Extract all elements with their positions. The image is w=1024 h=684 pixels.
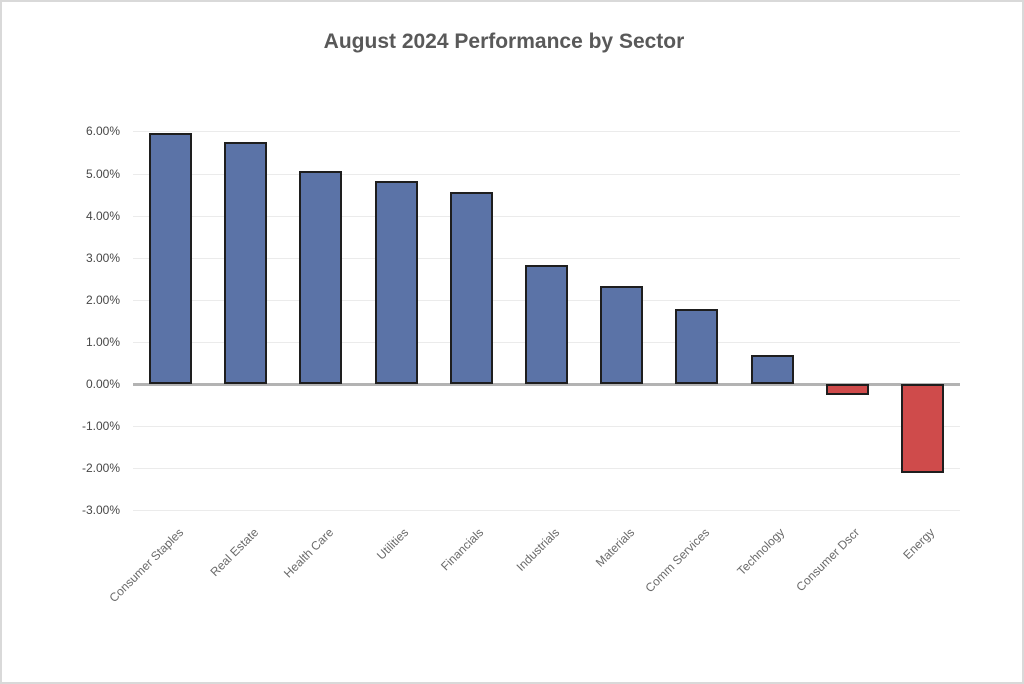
category-label: Consumer Staples (106, 525, 186, 605)
bar-industrials (525, 265, 568, 384)
y-axis-tick-label: 4.00% (85, 208, 120, 223)
y-axis-tick-label: 1.00% (85, 334, 120, 349)
bar-financials (449, 191, 493, 384)
category-label: Utilities (374, 525, 412, 563)
category-label: Comm Services (642, 525, 713, 596)
y-axis-tick-label: 3.00% (85, 250, 120, 265)
chart-title: August 2024 Performance by Sector (323, 30, 685, 53)
category-label: Financials (438, 525, 487, 574)
bar-energy (900, 384, 944, 473)
gridline (133, 426, 960, 428)
bar-materials (600, 286, 644, 384)
bar-consumer-staples (149, 132, 193, 384)
zero-axis-line (133, 383, 960, 386)
category-label: Technology (734, 525, 788, 579)
gridline (133, 510, 960, 512)
y-axis-tick-label: -2.00% (81, 461, 120, 476)
gridline (133, 131, 960, 133)
y-axis-tick-label: -1.00% (81, 419, 120, 434)
bar-technology (750, 355, 794, 384)
gridline (133, 468, 960, 470)
y-axis-tick-label: -3.00% (81, 503, 120, 518)
bar-consumer-dscr (825, 384, 869, 396)
category-label: Consumer Dscr (793, 525, 863, 595)
gridline (133, 173, 960, 175)
category-label: Health Care (280, 525, 337, 581)
bar-comm-services (675, 309, 719, 384)
y-axis-tick-label: 6.00% (85, 124, 120, 139)
y-axis-tick-label: 2.00% (85, 292, 120, 307)
gridline (133, 215, 960, 217)
bar-health-care (299, 170, 343, 384)
category-label: Energy (900, 525, 938, 563)
category-label: Real Estate (207, 525, 261, 580)
gridline (133, 257, 960, 259)
bar-utilities (374, 181, 418, 384)
category-label: Industrials (513, 525, 562, 574)
bar-real-estate (224, 141, 268, 384)
y-axis-tick-label: 5.00% (85, 166, 120, 181)
y-axis-tick-label: 0.00% (85, 377, 120, 391)
category-label: Materials (592, 525, 637, 570)
